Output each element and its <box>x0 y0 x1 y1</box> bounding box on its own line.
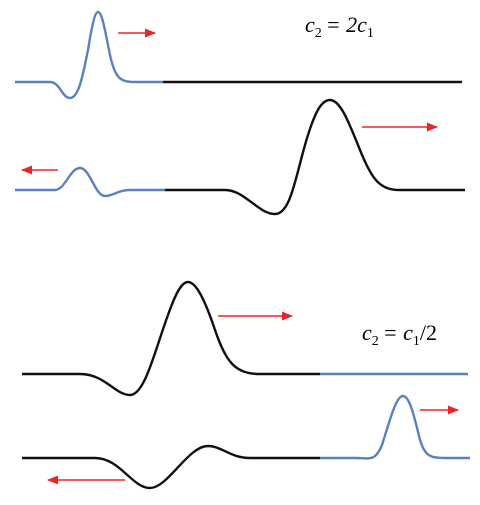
transmitted-pulse <box>165 98 465 216</box>
symbol: = 2c <box>326 12 367 37</box>
symbol: c <box>362 320 372 345</box>
reflected-pulse <box>22 444 320 490</box>
transmitted-pulse <box>320 394 470 460</box>
incident-pulse <box>15 10 163 100</box>
equation-top: c2 = 2c1 <box>305 12 374 41</box>
subscript: 1 <box>367 26 374 41</box>
reflected-pulse <box>15 166 165 198</box>
symbol: = c <box>383 320 413 345</box>
subscript: 1 <box>413 334 420 349</box>
equation-bottom: c2 = c1/2 <box>362 320 437 349</box>
subscript: 2 <box>372 334 379 349</box>
symbol: /2 <box>420 320 437 345</box>
subscript: 2 <box>315 26 322 41</box>
incident-pulse <box>22 280 320 397</box>
symbol: c <box>305 12 315 37</box>
